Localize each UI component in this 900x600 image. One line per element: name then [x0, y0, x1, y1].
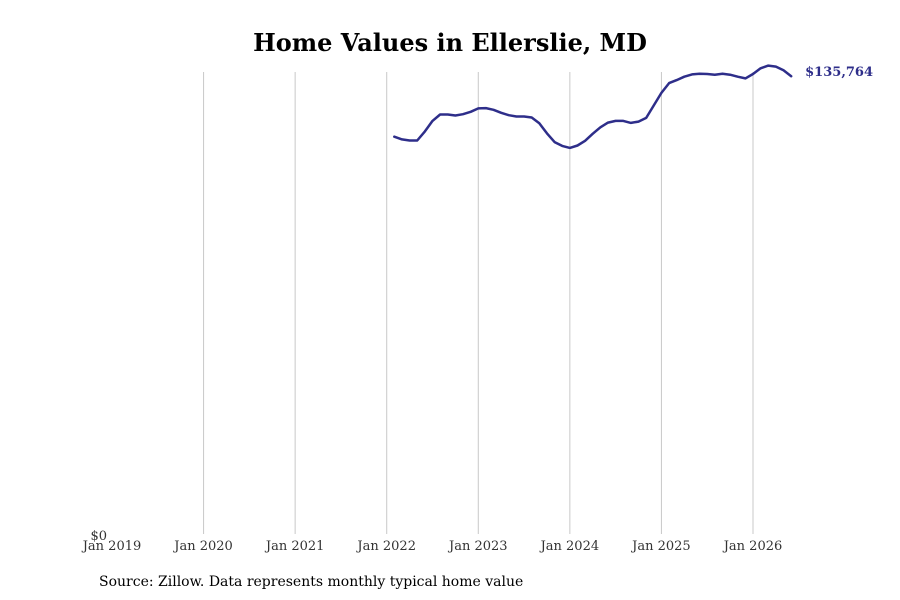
series-line-0 [393, 64, 793, 150]
x-tick-label: Jan 2022 [355, 539, 416, 554]
series-layer [393, 64, 793, 150]
end-value-label: $135,764 [805, 65, 873, 80]
x-tick-label: Jan 2026 [722, 539, 783, 554]
data-labels: $135,764 [805, 65, 873, 80]
x-tick-label: Jan 2024 [539, 539, 600, 554]
x-tick-label: Jan 2025 [630, 539, 691, 554]
x-tick-label: Jan 2020 [172, 539, 233, 554]
x-tick-label: Jan 2023 [447, 539, 508, 554]
x-tick-label: Jan 2021 [264, 539, 325, 554]
y-tick-label: $0 [90, 529, 107, 544]
source-note: Source: Zillow. Data represents monthly … [99, 574, 524, 590]
x-tick-label: Jan 2019 [81, 539, 142, 554]
chart-title: Home Values in Ellerslie, MD [253, 28, 647, 57]
gridlines [203, 72, 754, 534]
axis-ticks: Jan 2019 Jan 2020 Jan 2021 Jan 2022 Jan 2023… [81, 529, 783, 554]
